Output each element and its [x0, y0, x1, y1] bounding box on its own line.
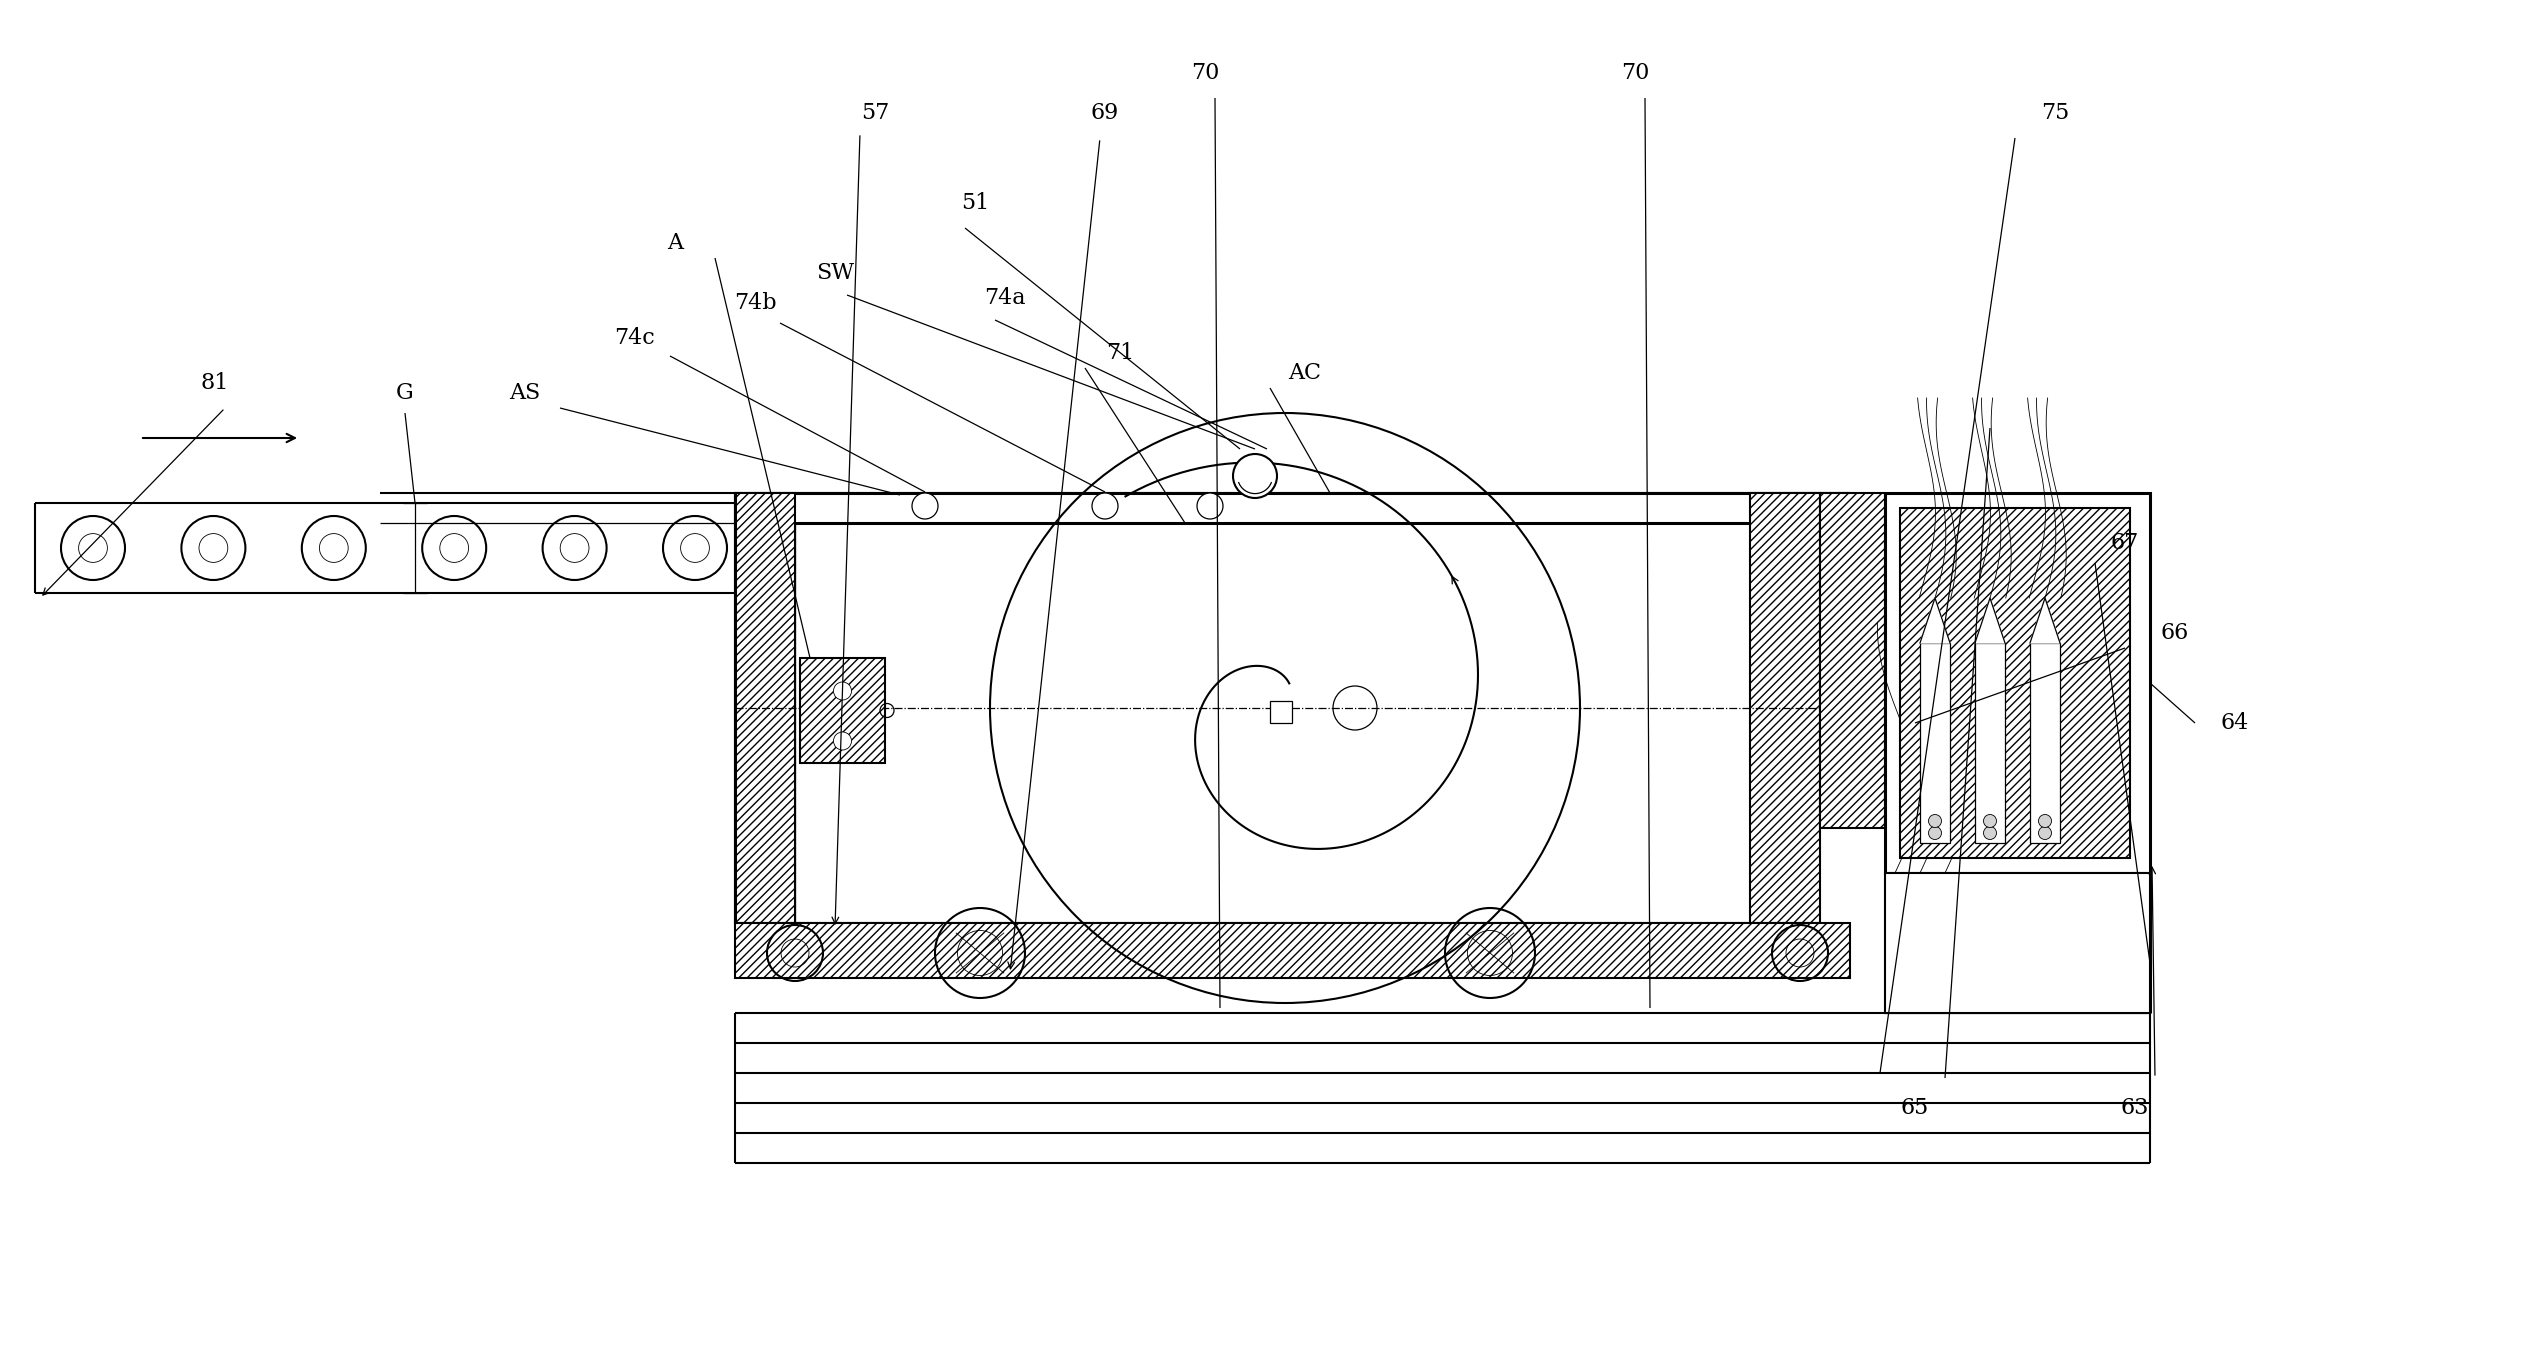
Text: 74b: 74b [735, 293, 775, 314]
Bar [1820, 493, 1886, 828]
Text: 81: 81 [201, 372, 229, 394]
Circle shape [1983, 814, 1995, 828]
Circle shape [1093, 493, 1118, 519]
Text: 74c: 74c [615, 328, 656, 349]
Text: 69: 69 [1091, 102, 1118, 124]
Text: 57: 57 [862, 102, 890, 124]
Text: 70: 70 [1622, 62, 1650, 84]
Bar [1886, 493, 2151, 874]
Bar [735, 923, 1851, 979]
Bar [735, 493, 796, 923]
Text: 70: 70 [1190, 62, 1220, 84]
Circle shape [1983, 826, 1995, 840]
Circle shape [913, 493, 938, 519]
Text: SW: SW [816, 262, 854, 284]
Bar [1820, 493, 1886, 828]
Polygon shape [2031, 599, 2059, 643]
Circle shape [1197, 493, 1223, 519]
Text: AS: AS [508, 381, 541, 404]
Text: G: G [397, 381, 414, 404]
Bar [1899, 508, 2130, 857]
Bar [1899, 508, 2130, 857]
Circle shape [2039, 826, 2051, 840]
Text: A: A [666, 232, 684, 253]
Circle shape [1233, 454, 1276, 497]
Bar [801, 658, 885, 763]
Circle shape [834, 732, 852, 749]
Text: 75: 75 [2041, 102, 2069, 124]
Bar [2031, 643, 2059, 842]
Text: 65: 65 [1901, 1097, 1929, 1119]
Bar [735, 493, 796, 923]
Bar [1271, 701, 1291, 723]
Text: 51: 51 [961, 191, 989, 214]
Circle shape [1929, 826, 1942, 840]
Text: 67: 67 [2110, 532, 2140, 554]
Text: 71: 71 [1106, 342, 1134, 364]
Bar [735, 923, 1851, 979]
Circle shape [2039, 814, 2051, 828]
Bar [1975, 643, 2006, 842]
Polygon shape [1975, 599, 2006, 643]
Text: 63: 63 [2120, 1097, 2148, 1119]
Bar [1749, 493, 1820, 923]
Bar [1919, 643, 1950, 842]
Bar [1749, 493, 1820, 923]
Bar [735, 493, 1851, 523]
Polygon shape [1919, 599, 1950, 643]
Circle shape [1929, 814, 1942, 828]
Text: 64: 64 [2222, 712, 2250, 735]
Text: 74a: 74a [984, 287, 1027, 309]
Bar [1886, 874, 2151, 1012]
Text: AC: AC [1289, 363, 1322, 384]
Circle shape [834, 682, 852, 700]
Bar [801, 658, 885, 763]
Text: 66: 66 [2161, 621, 2189, 644]
